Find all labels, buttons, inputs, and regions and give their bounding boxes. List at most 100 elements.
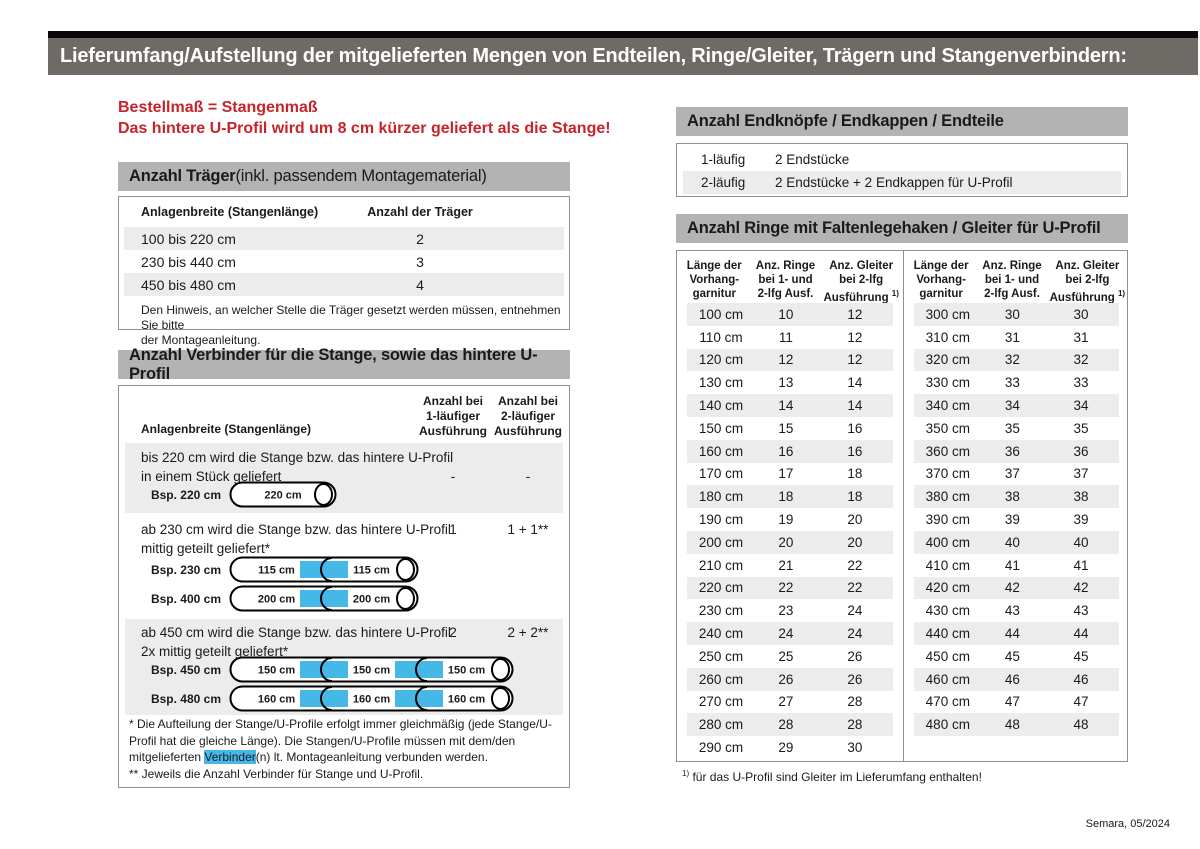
table-row: 290 cm 29 30 xyxy=(687,736,893,759)
table-row: 390 cm 39 39 xyxy=(914,508,1119,531)
garnitur-length: 340 cm xyxy=(925,398,970,414)
gleiter-count: 12 xyxy=(847,352,863,368)
gleiter-count: 26 xyxy=(847,648,863,664)
table-row: 450 bis 480 cm 4 xyxy=(124,273,564,296)
gleiter-count: 22 xyxy=(847,580,863,596)
svg-text:200 cm: 200 cm xyxy=(353,594,391,606)
col-ringe: Anz. Ringe bei 1- und 2-lfg Ausf. xyxy=(982,260,1042,300)
table-row: 250 cm 25 26 xyxy=(687,645,893,668)
anlagenbreite-value: 100 bis 220 cm xyxy=(141,230,236,247)
section-title-bold: Anzahl Träger xyxy=(129,167,236,185)
page-header-bar: Lieferumfang/Aufstellung der mitgeliefer… xyxy=(48,31,1198,75)
garnitur-length: 410 cm xyxy=(925,557,970,573)
svg-text:150 cm: 150 cm xyxy=(448,665,486,677)
gleiter-count: 14 xyxy=(847,375,863,391)
ringe-count: 35 xyxy=(1004,420,1020,436)
anzahl-1lfg: - xyxy=(450,469,456,484)
row-text: 2x mittig geteilt geliefert* xyxy=(141,643,289,659)
table-row: 180 cm 18 18 xyxy=(687,485,893,509)
table-row: 480 cm 48 48 xyxy=(914,713,1119,737)
anzahl-1lfg: 1 xyxy=(449,522,457,537)
garnitur-length: 280 cm xyxy=(698,717,744,733)
note-line-1: Den Hinweis, an welcher Stelle die Träge… xyxy=(141,303,561,332)
table-row: 230 bis 440 cm 3 xyxy=(124,250,564,273)
garnitur-length: 270 cm xyxy=(698,694,744,710)
garnitur-length: 190 cm xyxy=(698,512,744,528)
row-text: ab 450 cm wird die Stange bzw. das hinte… xyxy=(141,625,451,640)
ringe-count: 38 xyxy=(1004,489,1020,505)
garnitur-length: 330 cm xyxy=(925,375,970,391)
table-row: 100 bis 220 cm 2 xyxy=(124,227,564,250)
gleiter-count: 31 xyxy=(1073,329,1089,345)
ringe-count: 36 xyxy=(1004,443,1020,459)
table-row: 160 cm 16 16 xyxy=(687,439,893,463)
gleiter-count: 24 xyxy=(847,603,863,619)
page-title: Lieferumfang/Aufstellung der mitgeliefer… xyxy=(60,45,1127,67)
svg-text:150 cm: 150 cm xyxy=(258,665,296,677)
laeufig-label: 1-läufig xyxy=(701,152,746,167)
svg-text:115 cm: 115 cm xyxy=(258,565,295,577)
col-gleiter: Anz. Gleiter bei 2-lfg Ausführung 1) xyxy=(823,260,899,304)
anlagenbreite-value: 450 bis 480 cm xyxy=(141,276,236,293)
anzahl-2lfg: 1 + 1** xyxy=(507,522,549,537)
garnitur-length: 290 cm xyxy=(698,740,744,756)
table-row: 2-läufig 2 Endstücke + 2 Endkappen für U… xyxy=(683,171,1121,194)
table-row: 370 cm 37 37 xyxy=(914,463,1119,486)
garnitur-length: 470 cm xyxy=(925,694,970,710)
garnitur-length: 440 cm xyxy=(925,626,970,642)
endteile-table: 1-läufig 2 Endstücke 2-läufig 2 Endstück… xyxy=(676,143,1128,197)
table-row: 450 cm 45 45 xyxy=(914,645,1119,668)
garnitur-length: 380 cm xyxy=(925,489,970,505)
document-footer: Semara, 05/2024 xyxy=(1085,818,1170,830)
ringe-count: 43 xyxy=(1004,603,1020,619)
gleiter-count: 28 xyxy=(847,717,863,733)
garnitur-length: 310 cm xyxy=(925,329,970,345)
ringe-count: 19 xyxy=(778,512,794,528)
garnitur-length: 170 cm xyxy=(698,466,744,482)
rod-diagram: 200 cm 200 cm xyxy=(229,585,419,612)
gleiter-count: 32 xyxy=(1073,352,1089,368)
col-gleiter: Anz. Gleiter bei 2-lfg Ausführung 1) xyxy=(1049,260,1126,304)
table-row: 120 cm 12 12 xyxy=(687,348,893,372)
gleiter-count: 22 xyxy=(847,557,863,573)
table-row: 240 cm 24 24 xyxy=(687,622,893,645)
ringe-count: 15 xyxy=(778,420,794,436)
garnitur-length: 130 cm xyxy=(698,375,744,391)
table-row: 190 cm 19 20 xyxy=(687,508,893,531)
section-title: Anzahl Ringe mit Faltenlegehaken / Gleit… xyxy=(687,219,1101,237)
svg-text:115 cm: 115 cm xyxy=(353,565,390,577)
gleiter-count: 47 xyxy=(1073,694,1089,710)
ringe-footnote: 1) für das U-Profil sind Gleiter im Lief… xyxy=(682,769,982,784)
rod-example-label: Bsp. 230 cm xyxy=(150,562,221,577)
table-row: 410 cm 41 41 xyxy=(914,554,1119,577)
notice-line-1: Bestellmaß = Stangenmaß xyxy=(118,99,318,116)
garnitur-length: 160 cm xyxy=(698,443,744,459)
gleiter-count: 45 xyxy=(1073,648,1089,664)
ringe-count: 13 xyxy=(778,375,794,391)
anzahl-2lfg: 2 + 2** xyxy=(507,625,549,640)
note-line-2: der Montageanleitung. xyxy=(141,333,261,347)
laeufig-label: 2-läufig xyxy=(701,175,746,190)
gleiter-count: 18 xyxy=(847,489,863,505)
ringe-count: 46 xyxy=(1004,671,1020,687)
table-row: 340 cm 34 34 xyxy=(914,394,1119,417)
garnitur-length: 480 cm xyxy=(925,717,970,733)
table-row: 310 cm 31 31 xyxy=(914,326,1119,349)
verbinder-row-ab-450: ab 450 cm wird die Stange bzw. das hinte… xyxy=(125,619,563,715)
gleiter-count: 40 xyxy=(1073,534,1089,550)
anlagenbreite-value: 230 bis 440 cm xyxy=(141,253,236,270)
gleiter-count: 33 xyxy=(1073,375,1089,391)
col-anlagenbreite: Anlagenbreite (Stangenlänge) xyxy=(141,422,312,436)
gleiter-count: 26 xyxy=(847,671,863,687)
gleiter-count: 41 xyxy=(1073,557,1089,573)
gleiter-count: 38 xyxy=(1073,489,1089,505)
svg-text:160 cm: 160 cm xyxy=(258,694,296,706)
ringe-count: 41 xyxy=(1004,557,1020,573)
svg-text:160 cm: 160 cm xyxy=(448,694,486,706)
ringe-count: 48 xyxy=(1004,717,1020,733)
ringe-count: 27 xyxy=(778,694,794,710)
ringe-count: 23 xyxy=(778,603,794,619)
gleiter-count: 12 xyxy=(847,329,863,345)
garnitur-length: 460 cm xyxy=(925,671,970,687)
